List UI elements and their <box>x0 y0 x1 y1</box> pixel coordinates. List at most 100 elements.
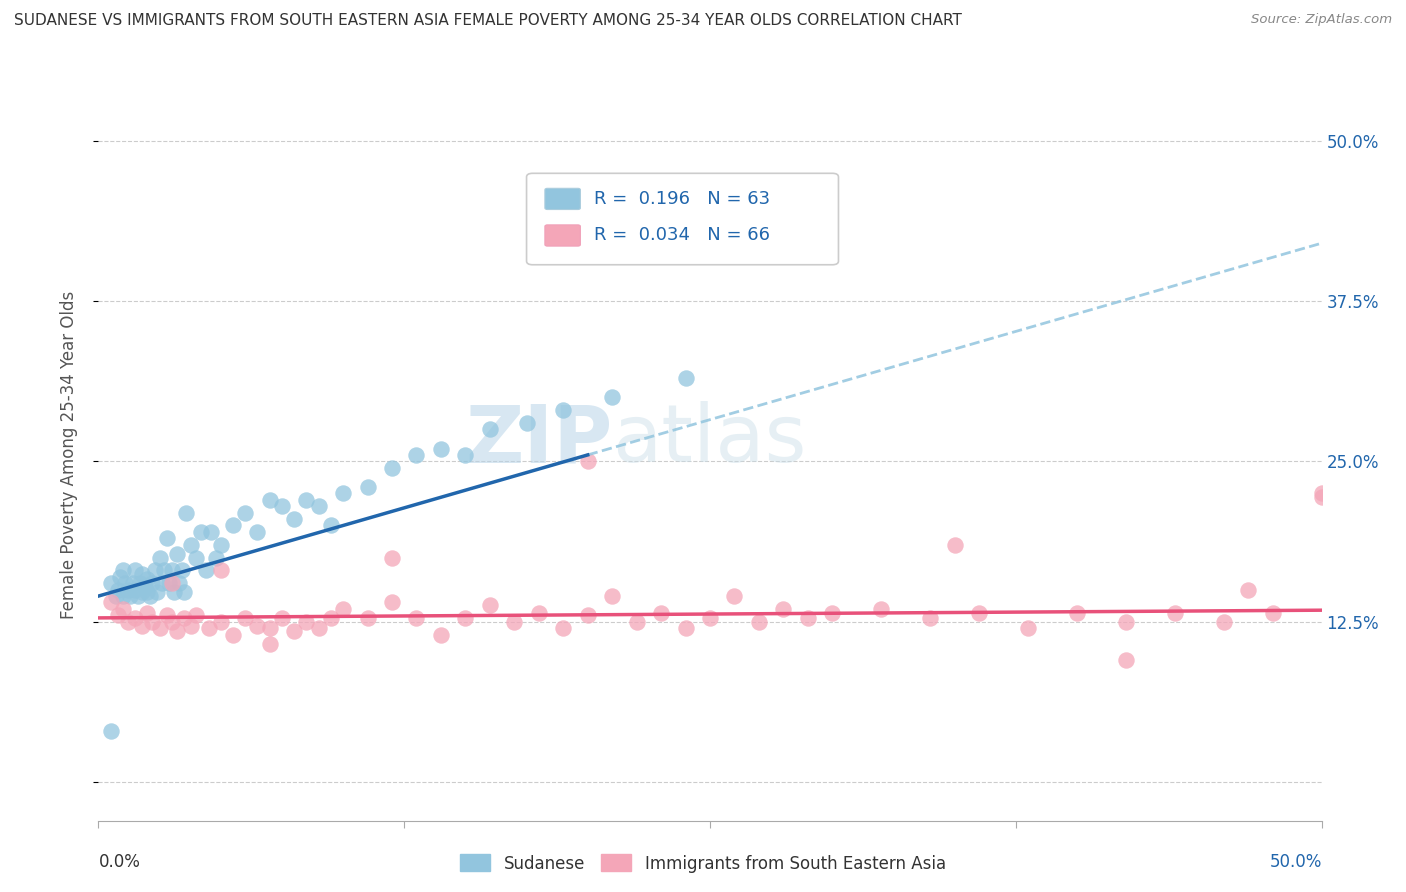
Point <box>100 595 122 609</box>
Point <box>270 500 294 514</box>
Point <box>270 611 294 625</box>
Point <box>186 550 208 565</box>
Point <box>163 585 186 599</box>
Point <box>283 512 305 526</box>
Point <box>100 576 122 591</box>
Point <box>332 486 354 500</box>
Point <box>283 624 305 638</box>
Point <box>111 602 134 616</box>
Point <box>478 422 501 436</box>
Point <box>1164 606 1187 620</box>
Point <box>430 442 453 456</box>
Point <box>576 454 599 468</box>
Point <box>405 611 427 625</box>
Point <box>129 576 152 591</box>
Point <box>209 538 232 552</box>
Point <box>1212 615 1234 629</box>
FancyBboxPatch shape <box>546 188 581 210</box>
Point <box>136 585 159 599</box>
Point <box>233 611 256 625</box>
Point <box>160 615 183 629</box>
Point <box>308 621 330 635</box>
Point <box>150 576 173 591</box>
Point <box>553 621 575 635</box>
Point <box>180 538 202 552</box>
Point <box>180 618 202 632</box>
Point <box>186 608 208 623</box>
Point <box>124 563 146 577</box>
Point <box>1261 606 1284 620</box>
Point <box>124 582 146 597</box>
Point <box>319 611 342 625</box>
Point <box>141 576 163 591</box>
Point <box>246 618 269 632</box>
Point <box>200 524 222 539</box>
Point <box>107 582 129 597</box>
Point <box>259 492 281 507</box>
Point <box>157 576 180 591</box>
Point <box>295 615 318 629</box>
Point <box>870 602 893 616</box>
FancyBboxPatch shape <box>546 225 581 246</box>
Point <box>117 582 139 597</box>
Point <box>1017 621 1039 635</box>
Point <box>246 524 269 539</box>
Point <box>600 589 623 603</box>
Point <box>405 448 427 462</box>
Text: Source: ZipAtlas.com: Source: ZipAtlas.com <box>1251 13 1392 27</box>
Point <box>381 595 404 609</box>
Point <box>100 723 122 738</box>
Point <box>173 611 195 625</box>
Point <box>170 563 193 577</box>
Point <box>319 518 342 533</box>
Point <box>173 585 195 599</box>
Point <box>139 589 162 603</box>
Point <box>153 563 176 577</box>
Point <box>156 532 179 546</box>
Point <box>136 606 159 620</box>
Point <box>114 576 136 591</box>
Point <box>1066 606 1088 620</box>
Point <box>295 492 318 507</box>
Point <box>134 580 156 594</box>
Point <box>699 611 721 625</box>
Point <box>120 589 142 603</box>
Point <box>1237 582 1260 597</box>
Point <box>332 602 354 616</box>
Text: R =  0.196   N = 63: R = 0.196 N = 63 <box>593 190 770 208</box>
Point <box>176 506 198 520</box>
Point <box>149 550 172 565</box>
Point <box>160 563 183 577</box>
Point <box>600 390 623 404</box>
Point <box>209 615 232 629</box>
Point <box>308 500 330 514</box>
Point <box>166 547 188 561</box>
Point <box>124 611 146 625</box>
Point <box>748 615 770 629</box>
Point <box>478 598 501 612</box>
Point <box>111 589 134 603</box>
Point <box>430 627 453 641</box>
Point <box>156 608 179 623</box>
Point <box>723 589 745 603</box>
Point <box>381 550 404 565</box>
Point <box>104 589 127 603</box>
Point <box>107 608 129 623</box>
Point <box>797 611 820 625</box>
Point <box>1310 490 1333 504</box>
Point <box>259 636 281 650</box>
Point <box>515 416 537 430</box>
Point <box>967 606 990 620</box>
Point <box>127 589 149 603</box>
Point <box>111 563 134 577</box>
Point <box>222 627 245 641</box>
Point <box>233 506 256 520</box>
Point <box>576 608 599 623</box>
Point <box>356 480 378 494</box>
Text: 50.0%: 50.0% <box>1270 853 1322 871</box>
Point <box>553 403 575 417</box>
Point <box>195 563 218 577</box>
Point <box>772 602 794 616</box>
Point <box>131 618 153 632</box>
Point <box>131 585 153 599</box>
